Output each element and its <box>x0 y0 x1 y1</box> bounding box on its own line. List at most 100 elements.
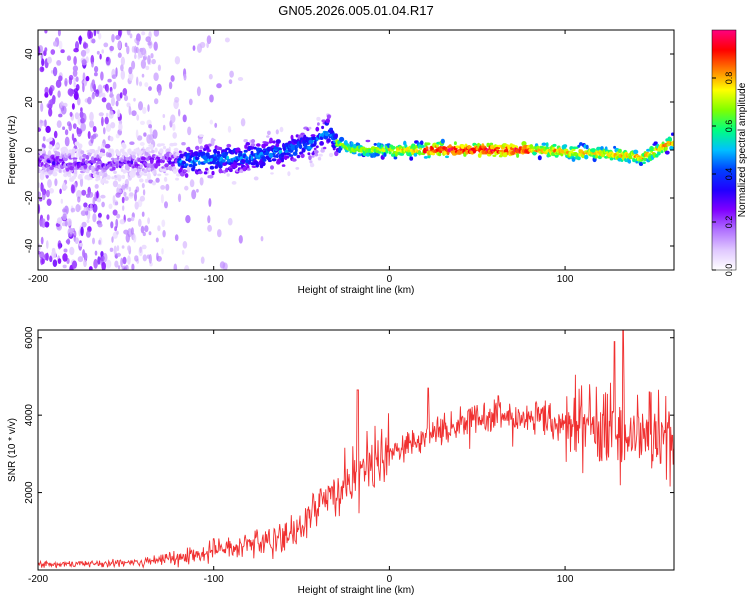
spectral-peak <box>315 145 319 149</box>
spectral-peak <box>365 139 371 143</box>
x-tick-label: 0 <box>387 574 393 585</box>
spectral-peak <box>311 154 315 158</box>
spectral-peak <box>128 151 132 156</box>
noise-blob <box>59 188 62 195</box>
spectral-peak <box>537 155 542 161</box>
noise-blob <box>58 40 63 50</box>
noise-blob <box>196 188 199 193</box>
noise-blob <box>129 141 135 145</box>
noise-blob <box>44 30 48 34</box>
spectral-peak <box>211 170 215 176</box>
noise-blob <box>64 136 70 147</box>
spectral-peak <box>48 144 53 150</box>
noise-blob <box>141 244 147 250</box>
noise-blob <box>73 230 77 238</box>
noise-blob <box>83 259 87 268</box>
spectral-peak <box>437 152 442 157</box>
noise-blob <box>52 66 58 77</box>
noise-blob <box>136 135 143 141</box>
spectral-peak <box>52 161 56 166</box>
noise-blob <box>94 66 99 73</box>
noise-blob <box>126 30 131 36</box>
spectral-peak <box>385 148 389 154</box>
spectral-peak <box>330 129 334 134</box>
noise-blob <box>192 45 196 51</box>
noise-blob <box>182 241 188 249</box>
spectral-peak <box>417 150 422 156</box>
noise-blob <box>64 129 69 136</box>
noise-blob <box>138 218 142 227</box>
noise-blob <box>128 66 133 75</box>
noise-blob <box>99 53 102 60</box>
noise-blob <box>97 256 101 265</box>
spectral-peak <box>144 178 149 183</box>
spectral-peak <box>178 150 182 154</box>
spectral-peak <box>657 150 661 156</box>
noise-blob <box>147 104 150 112</box>
noise-blob <box>160 194 164 204</box>
spectral-peak <box>203 171 208 175</box>
spectral-peak <box>207 143 212 147</box>
spectral-peak <box>106 175 111 180</box>
noise-blob <box>238 235 243 244</box>
noise-blob <box>135 46 139 54</box>
spectral-peak <box>295 145 299 149</box>
snr-axes: -200 -100 0 100 2000 4000 6000 <box>24 326 674 585</box>
noise-blob <box>112 180 118 188</box>
noise-blob <box>150 53 154 59</box>
spectral-peak <box>436 143 439 148</box>
spectral-peak <box>71 175 77 180</box>
colorbar-tick-label: 0.8 <box>724 72 734 85</box>
spectral-peak <box>264 141 270 145</box>
spectral-peak <box>477 153 482 158</box>
spectral-peak <box>595 154 599 159</box>
noise-blob <box>62 208 67 213</box>
spectral-peak <box>291 158 297 162</box>
noise-blob <box>66 121 72 127</box>
spectral-peak <box>241 159 247 164</box>
colorbar-tick-label: 0.2 <box>724 216 734 229</box>
noise-blob <box>129 33 133 39</box>
noise-blob <box>144 225 149 233</box>
noise-blob <box>115 100 119 107</box>
spectrogram-y-label: Frequency (Hz) <box>7 116 18 185</box>
spectral-peak <box>44 172 49 176</box>
spectral-peak <box>313 147 317 151</box>
spectral-peak <box>409 156 414 161</box>
noise-blob <box>209 94 214 103</box>
spectral-peak <box>216 153 222 158</box>
spectral-peak <box>250 150 254 156</box>
noise-blob <box>155 177 160 183</box>
spectral-peak <box>49 166 54 170</box>
noise-blob <box>40 236 44 245</box>
noise-blob <box>117 52 122 58</box>
noise-blob <box>73 93 79 100</box>
noise-blob <box>83 202 88 208</box>
spectral-peak <box>255 143 261 147</box>
noise-blob <box>102 252 108 263</box>
noise-blob <box>141 211 145 217</box>
spectral-peak <box>638 162 644 166</box>
noise-blob <box>188 98 193 106</box>
colorbar: 0.0 0.2 0.4 0.6 0.8 Normalized spectral ampl… <box>711 29 748 276</box>
noise-blob <box>117 265 121 270</box>
noise-blob <box>39 251 45 259</box>
noise-blob <box>94 89 100 97</box>
noise-blob <box>136 40 140 46</box>
spectral-peak <box>118 175 123 179</box>
spectral-peak <box>504 152 508 156</box>
spectral-peak <box>163 176 168 182</box>
noise-blob <box>70 184 75 194</box>
spectrogram-marks <box>38 30 674 270</box>
noise-blob <box>77 256 84 263</box>
x-tick-label: 0 <box>387 274 393 285</box>
noise-blob <box>199 177 204 186</box>
noise-blob <box>121 265 127 270</box>
spectral-peak <box>95 167 99 172</box>
colorbar-gradient <box>711 29 737 271</box>
noise-blob <box>127 255 131 265</box>
spectral-peak <box>286 155 290 159</box>
noise-blob <box>103 127 106 135</box>
noise-blob <box>38 182 41 188</box>
noise-blob <box>127 217 132 222</box>
